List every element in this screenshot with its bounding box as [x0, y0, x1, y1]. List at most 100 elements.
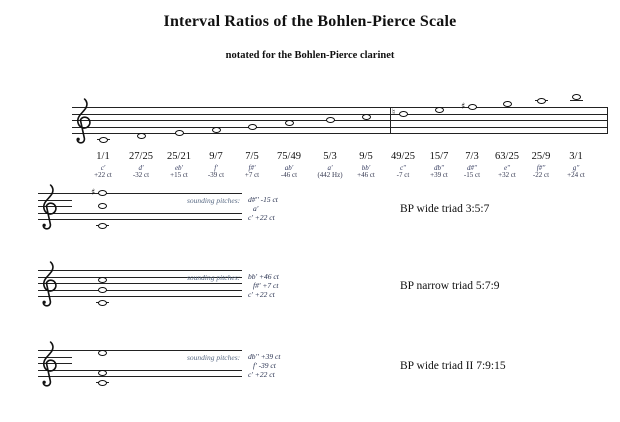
whole-note — [97, 276, 107, 283]
staff-line — [38, 270, 242, 271]
treble-clef-icon — [42, 261, 57, 307]
staff-line — [38, 289, 242, 291]
barline — [390, 107, 391, 133]
whole-note — [536, 97, 546, 104]
ratio-label: 9/7 — [209, 151, 223, 162]
ratio-label: 9/5 — [359, 151, 373, 162]
whole-note — [211, 126, 221, 133]
triad-name: BP wide triad 3:5:7 — [400, 203, 490, 215]
sounding-pitches-label: sounding pitches: — [187, 273, 241, 282]
sounding-pitch-value: c' +22 ct — [248, 370, 275, 379]
whole-note — [97, 222, 107, 229]
cents-label: +46 ct — [357, 170, 375, 179]
whole-note — [97, 369, 107, 376]
whole-note — [467, 104, 477, 110]
accidental-natural-icon: ♮ — [392, 108, 396, 118]
cents-label: +15 ct — [170, 170, 188, 179]
ratio-label: 27/25 — [129, 151, 153, 162]
whole-note — [97, 203, 107, 209]
ratio-label: 15/7 — [429, 151, 449, 162]
sounding-pitch-value: bb' +46 ct — [248, 272, 279, 281]
whole-note — [97, 299, 107, 306]
whole-note — [174, 130, 184, 136]
accidental-sharp-icon: ♯ — [461, 101, 466, 112]
whole-note — [284, 120, 294, 127]
sounding-note-label: bb' — [361, 163, 371, 172]
sounding-pitch-value: c' +22 ct — [248, 290, 275, 299]
staff-line — [38, 276, 242, 278]
staff-line — [38, 219, 242, 220]
accidental-sharp-icon: ♯ — [91, 187, 96, 198]
whole-note — [502, 100, 512, 107]
sounding-note-label: c'' — [399, 163, 407, 172]
sounding-pitches-label: sounding pitches: — [187, 353, 241, 362]
sounding-note-label: e'' — [503, 163, 511, 172]
whole-note — [98, 136, 108, 143]
whole-note — [97, 379, 107, 386]
staff-line — [72, 120, 608, 121]
ratio-label: 5/3 — [323, 151, 337, 162]
sounding-note-label: db'' — [434, 163, 444, 172]
staff-line — [38, 376, 242, 377]
sounding-pitch-value: a' — [253, 204, 259, 213]
cents-label: -32 ct — [132, 170, 150, 179]
sounding-note-label: d#'' — [467, 163, 477, 172]
ratio-label: 63/25 — [495, 151, 519, 162]
page-subtitle: notated for the Bohlen-Pierce clarinet — [225, 50, 395, 61]
ratio-label: 49/25 — [391, 151, 415, 162]
staff-line — [38, 283, 242, 284]
cents-label: -46 ct — [280, 170, 298, 179]
whole-note — [97, 190, 107, 196]
barline — [607, 107, 608, 133]
ratio-label: 3/1 — [569, 151, 583, 162]
ratio-label: 7/3 — [465, 151, 479, 162]
sounding-note-label: g'' — [572, 163, 580, 172]
whole-note — [97, 350, 107, 357]
staff-line — [72, 113, 608, 115]
cents-label: -22 ct — [532, 170, 550, 179]
staff-line — [72, 133, 608, 134]
sounding-pitch-value: f' -39 ct — [253, 361, 276, 370]
sounding-pitches-label: sounding pitches: — [187, 196, 241, 205]
sounding-note-label: f#'' — [536, 163, 546, 172]
sounding-pitch-value: c' +22 ct — [248, 213, 275, 222]
triad-name: BP narrow triad 5:7:9 — [400, 280, 500, 292]
cents-label: +24 ct — [567, 170, 585, 179]
whole-note — [325, 117, 335, 123]
staff-mask — [72, 350, 242, 371]
staff-mask — [72, 193, 242, 214]
sounding-note-label: a' — [327, 163, 333, 172]
cents-label: +39 ct — [430, 170, 448, 179]
cents-label: +22 ct — [94, 170, 112, 179]
sounding-pitch-value: d#'' -15 ct — [248, 195, 278, 204]
triad-name: BP wide triad II 7:9:15 — [400, 360, 506, 372]
treble-clef-icon — [42, 184, 57, 230]
cents-label: -7 ct — [396, 170, 410, 179]
cents-label: -39 ct — [207, 170, 225, 179]
whole-note — [247, 123, 257, 130]
whole-note — [361, 113, 371, 120]
sounding-note-label: ab' — [284, 163, 294, 172]
whole-note — [97, 286, 107, 293]
staff-line — [72, 107, 608, 108]
page-title: Interval Ratios of the Bohlen-Pierce Sca… — [163, 13, 457, 30]
staff-line — [72, 126, 608, 128]
sounding-note-label: eb' — [174, 163, 184, 172]
sounding-pitch-value: db'' +39 ct — [248, 352, 281, 361]
whole-note — [136, 133, 146, 140]
ratio-label: 75/49 — [277, 151, 301, 162]
ratio-label: 25/9 — [531, 151, 551, 162]
sounding-pitch-value: f#' +7 ct — [253, 281, 279, 290]
sounding-note-label: c' — [100, 163, 106, 172]
whole-note — [571, 94, 581, 101]
staff-line — [38, 296, 242, 297]
treble-clef-icon — [76, 98, 91, 144]
whole-note — [434, 107, 444, 114]
whole-note — [398, 110, 408, 117]
treble-clef-icon — [42, 341, 57, 387]
sounding-note-label: f#' — [248, 163, 256, 172]
ratio-label: 1/1 — [96, 151, 110, 162]
ledger-line — [569, 100, 583, 101]
cents-label: (442 Hz) — [317, 170, 343, 179]
